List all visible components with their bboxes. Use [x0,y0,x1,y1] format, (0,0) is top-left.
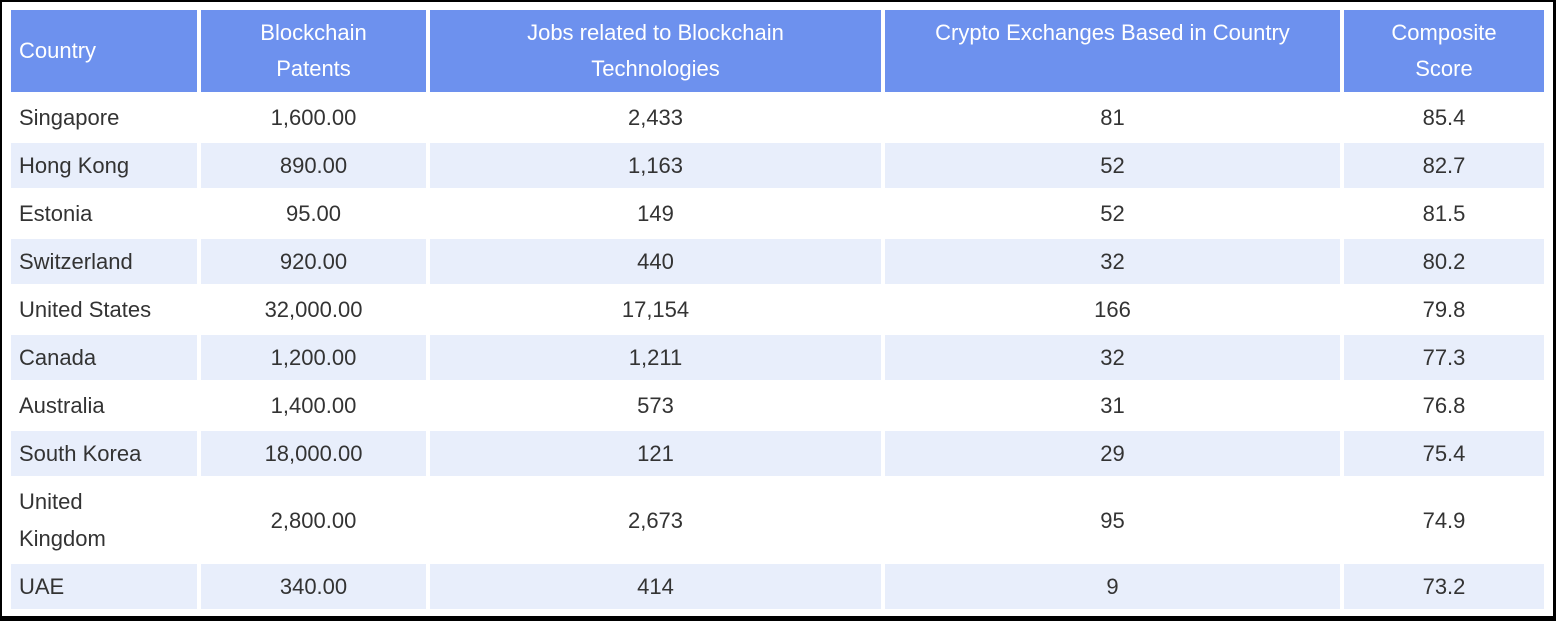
cell-crypto-exchanges: 166 [885,287,1340,332]
cell-blockchain-patents: 1,600.00 [201,95,426,140]
cell-jobs-related-to-blockchain: 573 [430,383,881,428]
column-header-blockchain-patents: Blockchain Patents [201,10,426,92]
cell-jobs-related-to-blockchain: 1,211 [430,335,881,380]
cell-country: Hong Kong [11,143,197,188]
cell-blockchain-patents: 340.00 [201,564,426,609]
cell-blockchain-patents: 32,000.00 [201,287,426,332]
cell-crypto-exchanges: 95 [885,479,1340,561]
cell-composite-score: 77.3 [1344,335,1544,380]
blockchain-country-ranking-table: Country Blockchain Patents Jobs related to… [7,7,1548,612]
cell-blockchain-patents: 1,200.00 [201,335,426,380]
cell-blockchain-patents: 18,000.00 [201,431,426,476]
cell-country: Singapore [11,95,197,140]
cell-country: UAE [11,564,197,609]
cell-composite-score: 73.2 [1344,564,1544,609]
cell-jobs-related-to-blockchain: 2,673 [430,479,881,561]
cell-crypto-exchanges: 81 [885,95,1340,140]
table-row: Switzerland 920.00 440 32 80.2 [11,239,1544,284]
column-header-country: Country [11,10,197,92]
table-row: Canada 1,200.00 1,211 32 77.3 [11,335,1544,380]
cell-crypto-exchanges: 52 [885,191,1340,236]
cell-country: Australia [11,383,197,428]
cell-blockchain-patents: 890.00 [201,143,426,188]
cell-blockchain-patents: 920.00 [201,239,426,284]
cell-blockchain-patents: 1,400.00 [201,383,426,428]
cell-jobs-related-to-blockchain: 2,433 [430,95,881,140]
cell-jobs-related-to-blockchain: 149 [430,191,881,236]
column-header-composite-score: Composite Score [1344,10,1544,92]
cell-composite-score: 85.4 [1344,95,1544,140]
table-body: Singapore 1,600.00 2,433 81 85.4 Hong Kong 890… [11,95,1544,609]
cell-blockchain-patents: 2,800.00 [201,479,426,561]
table-header: Country Blockchain Patents Jobs related to… [11,10,1544,92]
cell-crypto-exchanges: 31 [885,383,1340,428]
cell-composite-score: 82.7 [1344,143,1544,188]
table-row: UAE 340.00 414 9 73.2 [11,564,1544,609]
header-row: Country Blockchain Patents Jobs related to… [11,10,1544,92]
table-row: South Korea 18,000.00 121 29 75.4 [11,431,1544,476]
cell-country: United Kingdom [11,479,197,561]
table-row: United Kingdom 2,800.00 2,673 95 74.9 [11,479,1544,561]
cell-crypto-exchanges: 29 [885,431,1340,476]
table-row: Hong Kong 890.00 1,163 52 82.7 [11,143,1544,188]
cell-country: United States [11,287,197,332]
cell-crypto-exchanges: 9 [885,564,1340,609]
table-row: Australia 1,400.00 573 31 76.8 [11,383,1544,428]
cell-composite-score: 79.8 [1344,287,1544,332]
table-row: United States 32,000.00 17,154 166 79.8 [11,287,1544,332]
cell-composite-score: 76.8 [1344,383,1544,428]
cell-country: South Korea [11,431,197,476]
cell-jobs-related-to-blockchain: 1,163 [430,143,881,188]
table-row: Estonia 95.00 149 52 81.5 [11,191,1544,236]
cell-crypto-exchanges: 52 [885,143,1340,188]
table-row: Singapore 1,600.00 2,433 81 85.4 [11,95,1544,140]
cell-jobs-related-to-blockchain: 17,154 [430,287,881,332]
cell-country: Canada [11,335,197,380]
cell-crypto-exchanges: 32 [885,239,1340,284]
cell-jobs-related-to-blockchain: 414 [430,564,881,609]
cell-jobs-related-to-blockchain: 121 [430,431,881,476]
column-header-crypto-exchanges: Crypto Exchanges Based in Country [885,10,1340,92]
cell-composite-score: 80.2 [1344,239,1544,284]
cell-jobs-related-to-blockchain: 440 [430,239,881,284]
cell-crypto-exchanges: 32 [885,335,1340,380]
cell-country: Switzerland [11,239,197,284]
cell-composite-score: 75.4 [1344,431,1544,476]
cell-blockchain-patents: 95.00 [201,191,426,236]
cell-country: Estonia [11,191,197,236]
column-header-jobs-related-to-blockchain: Jobs related to Blockchain Technologies [430,10,881,92]
cell-composite-score: 81.5 [1344,191,1544,236]
cell-composite-score: 74.9 [1344,479,1544,561]
